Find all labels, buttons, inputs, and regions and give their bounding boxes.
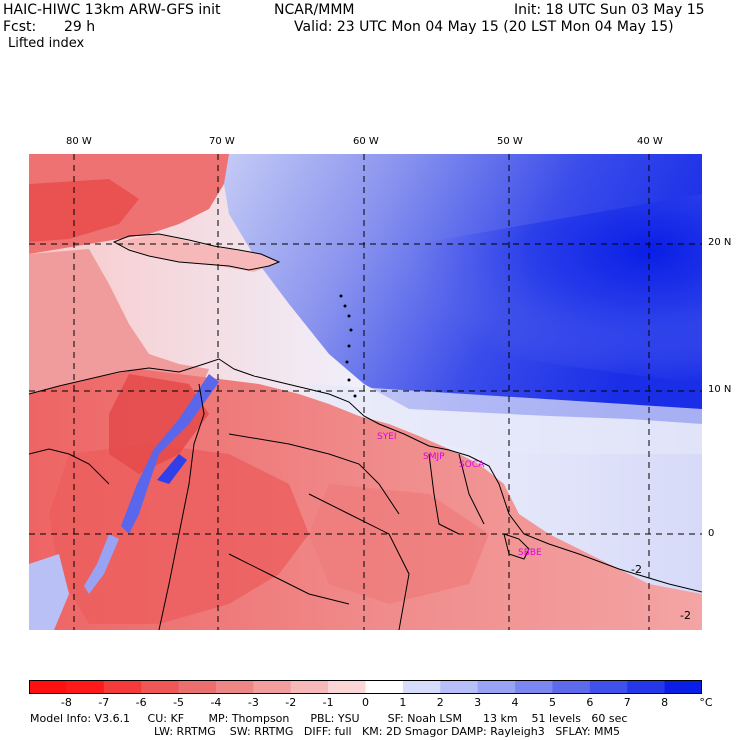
colorbar-tick-label: -6 (135, 696, 147, 709)
colorbar-swatch (477, 680, 516, 694)
colorbar-tick-label: -1 (322, 696, 334, 709)
lon-label: 40 W (637, 136, 663, 147)
colorbar-swatch (589, 680, 628, 694)
colorbar-tick-label: -5 (173, 696, 185, 709)
station-label: SYEI (377, 432, 397, 442)
colorbar-swatch (365, 680, 404, 694)
valid-time: Valid: 23 UTC Mon 04 May 15 (20 LST Mon … (294, 19, 674, 35)
station-label: SOCA (459, 460, 485, 470)
colorbar-tick-label: 3 (474, 696, 482, 709)
colorbar-tick-label: 5 (548, 696, 556, 709)
colorbar-swatch (440, 680, 479, 694)
colorbar (29, 680, 702, 694)
colorbar-tick-label: 0 (362, 696, 369, 709)
model-info-line2: LW: RRTMG SW: RRTMG DIFF: full KM: 2D Sm… (154, 725, 620, 738)
model-info-line1: Model Info: V3.6.1 CU: KF MP: Thompson P… (30, 712, 628, 725)
colorbar-tick-label: -3 (247, 696, 259, 709)
colorbar-swatch (402, 680, 441, 694)
init-time: Init: 18 UTC Sun 03 May 15 (514, 2, 705, 18)
colorbar-swatch (290, 680, 329, 694)
colorbar-swatch (141, 680, 180, 694)
lat-label: 10 N (708, 384, 732, 395)
colorbar-swatch (627, 680, 666, 694)
model-title: HAIC-HIWC 13km ARW-GFS init (3, 2, 221, 18)
colorbar-tick-label: -2 (285, 696, 297, 709)
field-name: Lifted index (8, 36, 85, 51)
contour-label: -2 (680, 609, 691, 622)
colorbar-swatch (29, 680, 67, 694)
organization: NCAR/MMM (274, 2, 355, 18)
colorbar-swatch (515, 680, 553, 694)
lon-label: 70 W (209, 136, 235, 147)
colorbar-tick-label: 6 (586, 696, 594, 709)
station-label: SBBE (518, 548, 542, 558)
colorbar-swatch (664, 680, 702, 694)
lifted-index-map (29, 154, 702, 630)
lat-label: 20 N (708, 237, 732, 248)
forecast-hour: 29 h (64, 19, 96, 35)
colorbar-tick-label: 1 (399, 696, 407, 709)
colorbar-tick-label: 7 (623, 696, 631, 709)
colorbar-unit: °C (699, 696, 713, 709)
colorbar-swatch (66, 680, 105, 694)
colorbar-swatch (253, 680, 292, 694)
lat-label: 0 (708, 528, 715, 539)
colorbar-swatch (103, 680, 142, 694)
colorbar-tick-label: -4 (210, 696, 222, 709)
lon-label: 50 W (497, 136, 523, 147)
colorbar-tick-label: -8 (60, 696, 72, 709)
lon-label: 60 W (353, 136, 379, 147)
colorbar-tick-label: 4 (511, 696, 519, 709)
colorbar-tick-label: -7 (98, 696, 110, 709)
colorbar-tick-label: 2 (436, 696, 444, 709)
contour-label: -2 (631, 563, 642, 576)
colorbar-swatch (215, 680, 254, 694)
forecast-label: Fcst: (3, 19, 37, 35)
colorbar-tick-label: 8 (661, 696, 669, 709)
colorbar-swatch (552, 680, 591, 694)
colorbar-swatch (328, 680, 366, 694)
station-label: SMJP (423, 452, 445, 462)
colorbar-swatch (178, 680, 217, 694)
lon-label: 80 W (66, 136, 92, 147)
